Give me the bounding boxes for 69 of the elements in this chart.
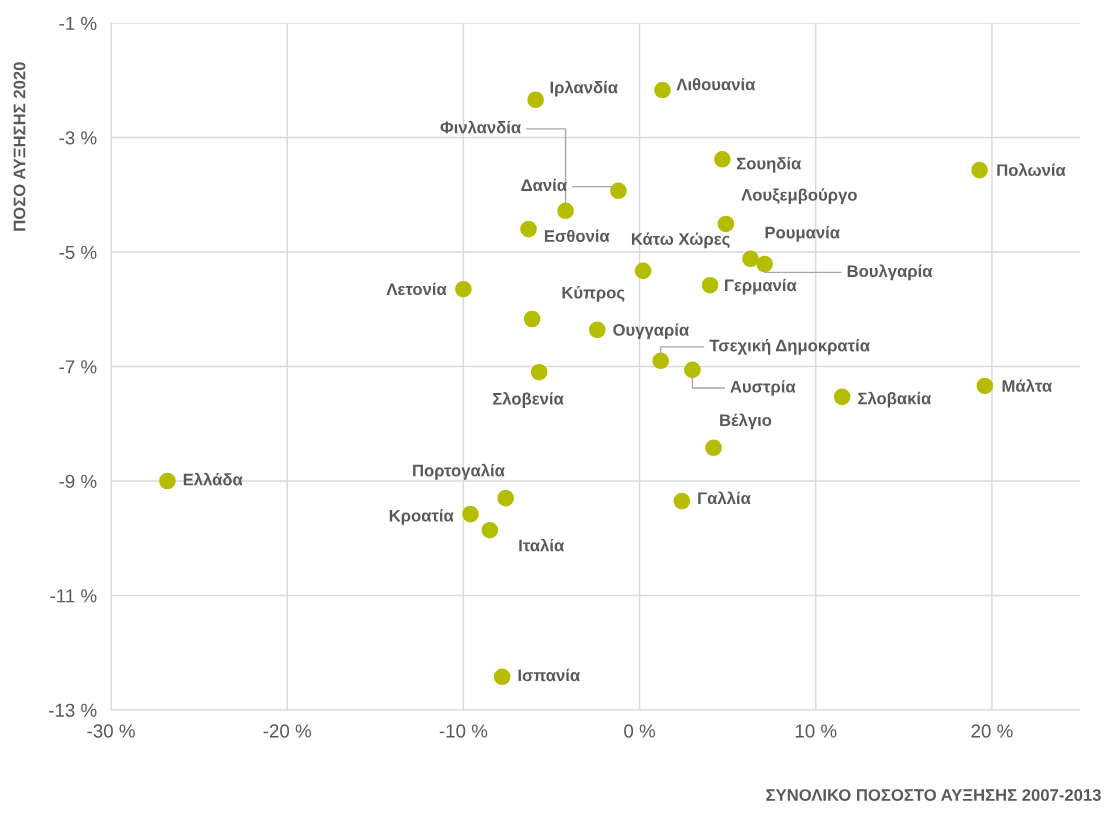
annotation: Δανία — [521, 178, 567, 192]
point — [159, 472, 176, 490]
point — [756, 255, 773, 273]
point — [717, 215, 735, 233]
point — [527, 91, 544, 109]
point — [705, 439, 722, 457]
y-tick-label: -13 % — [49, 703, 97, 717]
annotation: Κάτω Χώρες — [631, 232, 730, 249]
annotation: Ισπανία — [518, 668, 580, 682]
annotation: Κροατία — [389, 509, 454, 525]
point — [673, 492, 691, 510]
x-tick-label: -20 % — [263, 724, 312, 738]
annotation: Πολωνία — [997, 163, 1066, 177]
y-tick-label: -7 % — [59, 360, 97, 374]
annotation: Γερμανία — [725, 278, 797, 295]
x-tick-label: -30 % — [87, 724, 135, 738]
annotation: Ρουμανία — [765, 225, 840, 242]
annotation: Κύπρος — [562, 286, 625, 302]
x-tick-label: 0 % — [624, 724, 656, 738]
point — [588, 321, 606, 339]
point — [497, 489, 514, 507]
annotation: Λετονία — [386, 282, 447, 296]
point — [462, 505, 479, 523]
point — [530, 363, 548, 381]
annotation: Γαλλία — [698, 491, 751, 505]
y-tick-label: -11 % — [50, 589, 97, 603]
annotation: Ουγγαρία — [613, 323, 690, 340]
point — [654, 81, 671, 99]
annotation: Ελλάδα — [183, 472, 243, 486]
annotation: Εσθονία — [544, 229, 610, 242]
annotation: Αυστρία — [730, 380, 796, 396]
point — [833, 388, 851, 406]
point — [684, 361, 701, 379]
annotation: Βουλγαρία — [847, 264, 933, 281]
point — [610, 182, 627, 200]
point — [714, 150, 731, 168]
annotation: Ιταλία — [519, 538, 565, 552]
annotation: Βέλγιο — [720, 413, 772, 430]
point — [523, 310, 541, 328]
y-tick-label: -3 % — [59, 131, 97, 145]
y-tick-label: -5 % — [59, 245, 97, 259]
point — [557, 202, 574, 220]
y-tick-label: -1 % — [59, 16, 97, 30]
point — [971, 161, 988, 179]
annotation: Σλοβακία — [858, 391, 932, 408]
y-axis-title: ΠΟΣΟ ΑΥΞΗΣΗΣ 2020 — [13, 62, 26, 231]
x-tick-label: 10 % — [795, 724, 837, 738]
point — [481, 521, 499, 539]
point — [976, 377, 994, 395]
point — [701, 276, 719, 294]
point — [493, 668, 511, 686]
point — [455, 280, 472, 298]
point — [634, 262, 652, 280]
x-axis-title: ΣΥΝΟΛΙΚΟ ΠΟΣΟΣΤΟ ΑΥΞΗΣΗΣ 2007-2013 — [766, 789, 1101, 801]
y-tick-label: -9 % — [59, 474, 97, 488]
annotation: Λιθουανία — [676, 77, 756, 91]
annotation: Τσεχική Δημοκρατία — [709, 339, 870, 355]
x-tick-label: 20 % — [971, 724, 1013, 738]
point — [742, 250, 759, 268]
x-tick-label: -10 % — [439, 724, 488, 738]
point — [652, 352, 670, 370]
annotation: Ιρλανδία — [550, 80, 618, 97]
annotation: Σουηδία — [736, 156, 802, 173]
annotation: Φινλανδία — [440, 120, 521, 134]
annotation: Σλοβενία — [493, 392, 564, 408]
point — [520, 220, 537, 238]
annotation: Πορτογαλία — [413, 463, 505, 480]
annotation: Λουξεμβούργο — [741, 188, 857, 205]
annotation: Μάλτα — [1002, 379, 1052, 392]
